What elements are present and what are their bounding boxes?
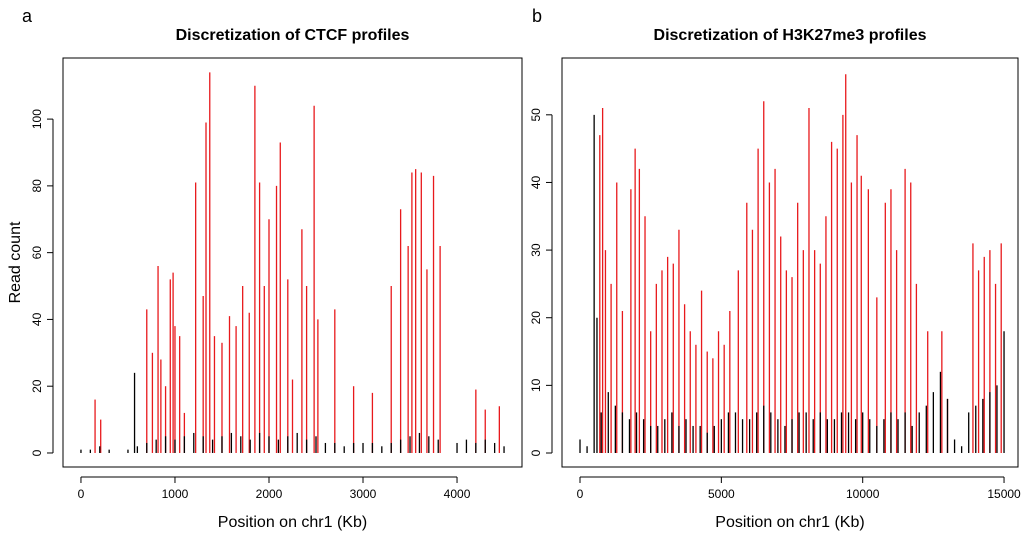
x-tick-label: 1000 <box>162 487 189 501</box>
y-tick-label: 30 <box>529 243 543 257</box>
x-tick-label: 10000 <box>846 487 880 501</box>
chart-title: Discretization of H3K27me3 profiles <box>654 27 927 44</box>
plot-frame <box>62 57 523 468</box>
y-tick-label: 50 <box>529 108 543 122</box>
y-tick-label: 80 <box>30 179 44 193</box>
y-tick-label: 100 <box>30 109 44 129</box>
x-tick-label: 5000 <box>708 487 735 501</box>
x-tick-label: 0 <box>577 487 584 501</box>
panel-label: b <box>532 6 542 26</box>
y-tick-label: 60 <box>30 246 44 260</box>
chart-title: Discretization of CTCF profiles <box>176 27 410 44</box>
y-tick-label: 20 <box>30 379 44 393</box>
x-tick-label: 2000 <box>256 487 283 501</box>
y-tick-label: 0 <box>529 449 543 456</box>
x-axis-label: Position on chr1 (Kb) <box>715 514 864 531</box>
y-tick-label: 40 <box>30 312 44 326</box>
panel-label: a <box>22 6 33 26</box>
y-tick-label: 40 <box>529 175 543 189</box>
y-tick-label: 20 <box>529 311 543 325</box>
x-tick-label: 15000 <box>987 487 1021 501</box>
y-axis-label: Read count <box>7 221 24 303</box>
y-tick-label: 10 <box>529 378 543 392</box>
plot-frame <box>561 57 1019 468</box>
x-tick-label: 4000 <box>444 487 471 501</box>
y-tick-label: 0 <box>30 449 44 456</box>
x-axis-label: Position on chr1 (Kb) <box>218 514 367 531</box>
x-tick-label: 0 <box>78 487 85 501</box>
x-tick-label: 3000 <box>350 487 377 501</box>
